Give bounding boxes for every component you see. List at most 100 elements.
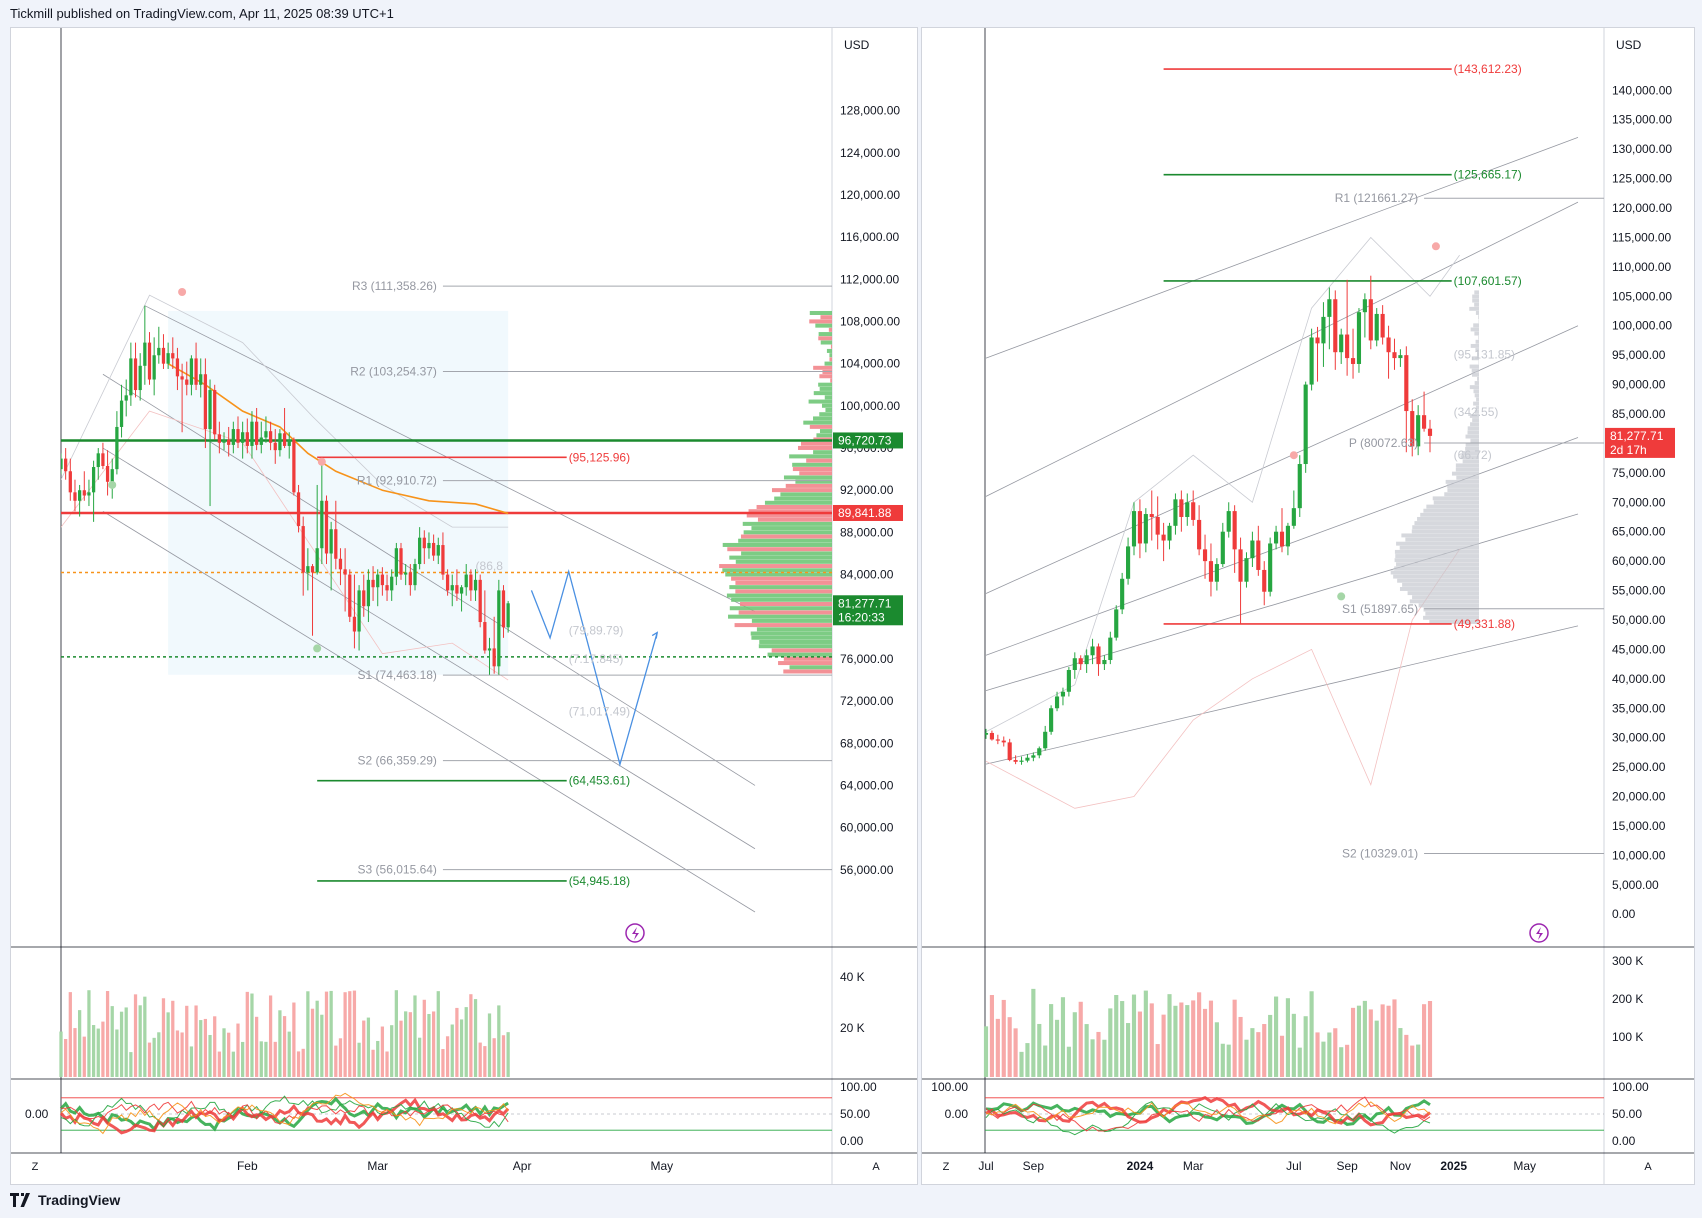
volume-bar — [1398, 1028, 1403, 1077]
candle-body — [61, 458, 63, 470]
candle-body — [82, 490, 86, 496]
volume-bar — [245, 991, 249, 1077]
candle-body — [147, 342, 152, 380]
volume-bar — [450, 1024, 454, 1077]
volume-profile-bar — [821, 403, 832, 408]
volume-profile-bar — [729, 585, 832, 590]
candle-body — [334, 529, 338, 559]
candle-body — [427, 542, 431, 549]
volume-profile-bar — [1447, 488, 1479, 493]
tradingview-logo[interactable]: TradingView — [10, 1192, 120, 1208]
volume-bar — [413, 995, 417, 1077]
y-tick-label: 70,000.00 — [1612, 495, 1666, 509]
volume-profile-bar — [756, 504, 832, 510]
candle-body — [259, 437, 263, 445]
channel-line — [102, 510, 756, 913]
volume-profile-bar — [813, 450, 832, 455]
volume-profile-bar — [757, 517, 832, 522]
volume-tick-label: 40 K — [840, 970, 865, 984]
candle-body — [115, 426, 119, 470]
candle-body — [1427, 428, 1433, 436]
y-tick-label: 0.00 — [1612, 907, 1636, 921]
y-tick-label: 55,000.00 — [1612, 584, 1666, 598]
right-chart-panel[interactable]: USD 140,000.00 135,000.00 130,000.00 125,000… — [921, 27, 1695, 1185]
volume-profile-bar — [731, 576, 832, 581]
candle-body — [105, 465, 110, 482]
volume-bar — [1386, 1005, 1391, 1077]
right-chart-svg[interactable]: USD 140,000.00 135,000.00 130,000.00 125,000… — [922, 28, 1694, 1184]
volume-bar — [105, 991, 110, 1077]
signal-dot — [1289, 451, 1298, 460]
volume-tick-label: 100 K — [1612, 1030, 1643, 1044]
target-level-label: (107,601.57) — [1454, 274, 1522, 288]
candle-body — [418, 537, 422, 565]
volume-bar — [1137, 1011, 1142, 1077]
volume-bar — [1167, 994, 1172, 1077]
volume-profile-bar — [1396, 562, 1479, 567]
osc-tick-label: 100.00 — [1612, 1080, 1649, 1094]
volume-profile-bar — [1461, 451, 1479, 455]
volume-bar — [1031, 988, 1036, 1077]
candle-body — [227, 439, 231, 445]
faint-level-label: (95,131.85) — [1454, 347, 1515, 361]
volume-bar — [422, 999, 426, 1077]
volume-bar — [1208, 1000, 1214, 1077]
y-tick-label: 130,000.00 — [1612, 142, 1672, 156]
volume-profile-bar — [1411, 529, 1479, 534]
volume-bar — [68, 992, 72, 1077]
volume-bar — [1114, 995, 1119, 1077]
candle-body — [324, 500, 329, 554]
candle-body — [1345, 334, 1350, 359]
volume-profile-bar — [1394, 566, 1479, 571]
volume-bar — [292, 1002, 296, 1077]
volume-bar — [399, 1020, 403, 1077]
target-level-label: (95,125.96) — [569, 450, 630, 464]
volume-bar — [1185, 1005, 1190, 1077]
volume-bar — [473, 999, 478, 1077]
candle-body — [301, 526, 305, 573]
volume-profile-bar — [751, 618, 832, 623]
volume-profile-bar — [1402, 582, 1479, 587]
x-tick-label: Jul — [978, 1159, 993, 1173]
volume-bar — [254, 1016, 259, 1077]
volume-bar — [1232, 999, 1237, 1077]
volume-bar — [185, 1005, 189, 1077]
channel-line — [985, 625, 1579, 765]
y-tick-label: 105,000.00 — [1612, 289, 1672, 303]
signal-dot — [108, 480, 117, 489]
oscillator-line — [60, 1095, 509, 1128]
left-chart-svg[interactable]: USD 128,000.00 124,000.00 120,000.00 116,000… — [11, 28, 917, 1184]
oscillator-line — [985, 1099, 1431, 1126]
volume-profile-bar — [825, 407, 832, 412]
price-tag-value: 96,720.73 — [838, 433, 892, 447]
candle-body — [1173, 499, 1178, 526]
volume-profile-bar — [743, 530, 832, 535]
volume-profile-bar — [1455, 463, 1479, 468]
faint-level-label: (71,017.49) — [569, 704, 630, 718]
candle-body — [1090, 646, 1095, 656]
candle-body — [1303, 384, 1308, 465]
volume-bar — [64, 1038, 68, 1077]
candle-body — [1398, 355, 1403, 359]
volume-profile-bar — [1409, 599, 1479, 604]
target-level-label: (143,612.23) — [1454, 62, 1522, 76]
candle-body — [96, 453, 100, 468]
volume-bar — [1380, 1004, 1385, 1077]
left-chart-panel[interactable]: USD 128,000.00 124,000.00 120,000.00 116,000… — [10, 27, 918, 1185]
volume-profile-bar — [1472, 372, 1479, 377]
pivot-label: P (80072.63) — [1349, 436, 1418, 450]
volume-profile-bar — [1474, 393, 1479, 398]
volume-profile-bar — [741, 551, 832, 556]
candle-body — [413, 564, 417, 586]
volume-profile-bar — [819, 429, 832, 434]
volume-profile-bar — [1414, 521, 1479, 526]
volume-tick-label: 300 K — [1612, 954, 1643, 968]
y-tick-label: 60,000.00 — [840, 821, 894, 835]
volume-profile-bar — [748, 509, 832, 514]
candle-body — [1356, 312, 1362, 364]
volume-bar — [497, 1005, 501, 1077]
volume-profile-bar — [751, 635, 832, 640]
pivot-label: S1 (74,463.18) — [358, 668, 437, 682]
candle-body — [133, 358, 138, 391]
volume-profile-bar — [1394, 549, 1479, 554]
